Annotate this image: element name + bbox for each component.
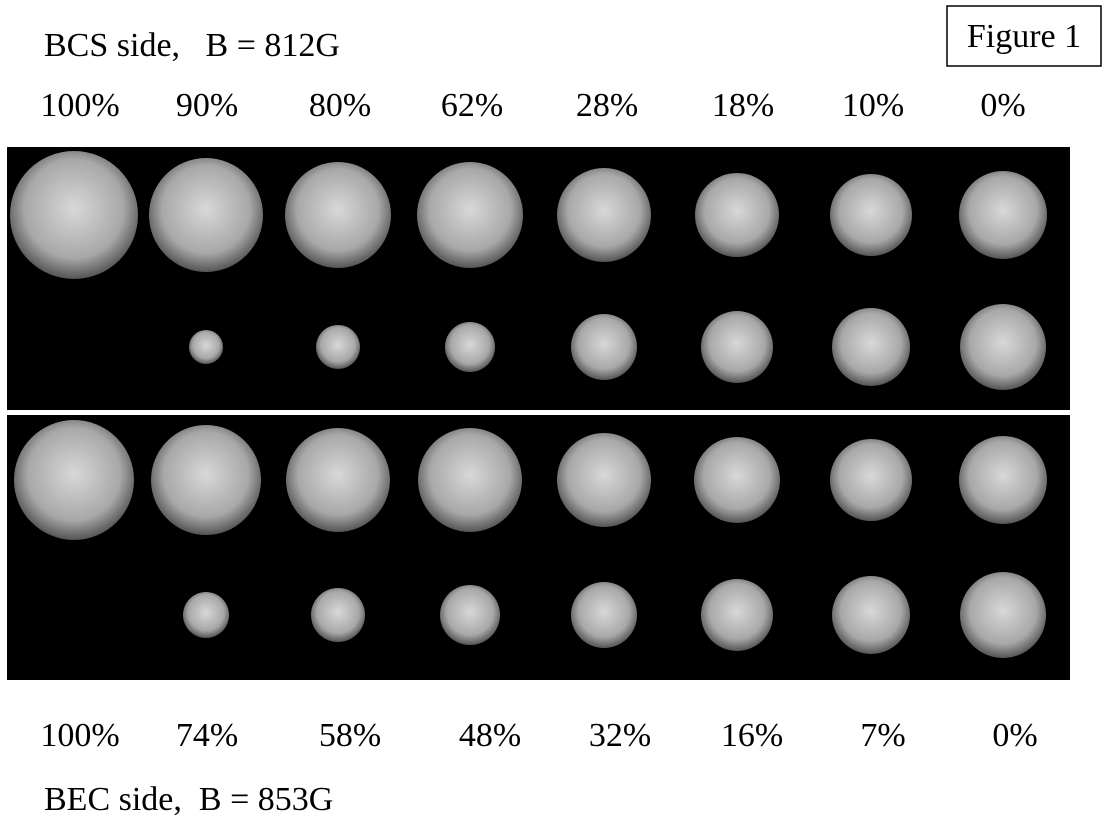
cloud-image: [830, 439, 912, 521]
top-label: 100%: [40, 87, 119, 124]
cloud-image: [832, 576, 910, 654]
cloud-image: [14, 420, 134, 540]
cloud-image: [959, 171, 1047, 259]
bottom-label: 7%: [860, 717, 905, 754]
cloud-image: [151, 425, 261, 535]
cloud-image: [286, 428, 390, 532]
bottom-label: 74%: [176, 717, 238, 754]
cloud-image: [694, 437, 780, 523]
page: {"figure": {"label": "Figure 1", "top": …: [0, 0, 1106, 824]
cloud-image: [557, 168, 651, 262]
bottom-title: BEC side, B = 853G: [44, 781, 333, 818]
top-label: 0%: [980, 87, 1025, 124]
bottom-label: 32%: [589, 717, 651, 754]
bottom-label: 0%: [992, 717, 1037, 754]
cloud-image: [557, 433, 651, 527]
cloud-image: [149, 158, 263, 272]
cloud-image: [571, 582, 637, 648]
cloud-image: [695, 173, 779, 257]
top-label: 28%: [576, 87, 638, 124]
cloud-image: [960, 572, 1046, 658]
cloud-image: [183, 592, 229, 638]
top-label: 90%: [176, 87, 238, 124]
top-title: BCS side, B = 812G: [44, 27, 340, 64]
top-label: 18%: [712, 87, 774, 124]
cloud-image: [316, 325, 360, 369]
cloud-image: [445, 322, 495, 372]
cloud-image: [959, 436, 1047, 524]
top-label: 10%: [842, 87, 904, 124]
cloud-image: [417, 162, 523, 268]
cloud-image: [701, 311, 773, 383]
cloud-image: [311, 588, 365, 642]
figure: BCS side, B = 812G Figure 1 BEC side, B …: [0, 0, 1106, 824]
bottom-label: 100%: [40, 717, 119, 754]
cloud-image: [960, 304, 1046, 390]
cloud-image: [440, 585, 500, 645]
figure-label: Figure 1: [967, 18, 1081, 55]
bottom-label: 58%: [319, 717, 381, 754]
bottom-label: 16%: [721, 717, 783, 754]
cloud-image: [189, 330, 223, 364]
top-label: 62%: [441, 87, 503, 124]
cloud-image: [830, 174, 912, 256]
cloud-image: [10, 151, 138, 279]
cloud-image: [571, 314, 637, 380]
bottom-label: 48%: [459, 717, 521, 754]
cloud-image: [701, 579, 773, 651]
cloud-image: [832, 308, 910, 386]
cloud-image: [418, 428, 522, 532]
cloud-image: [285, 162, 391, 268]
top-label: 80%: [309, 87, 371, 124]
